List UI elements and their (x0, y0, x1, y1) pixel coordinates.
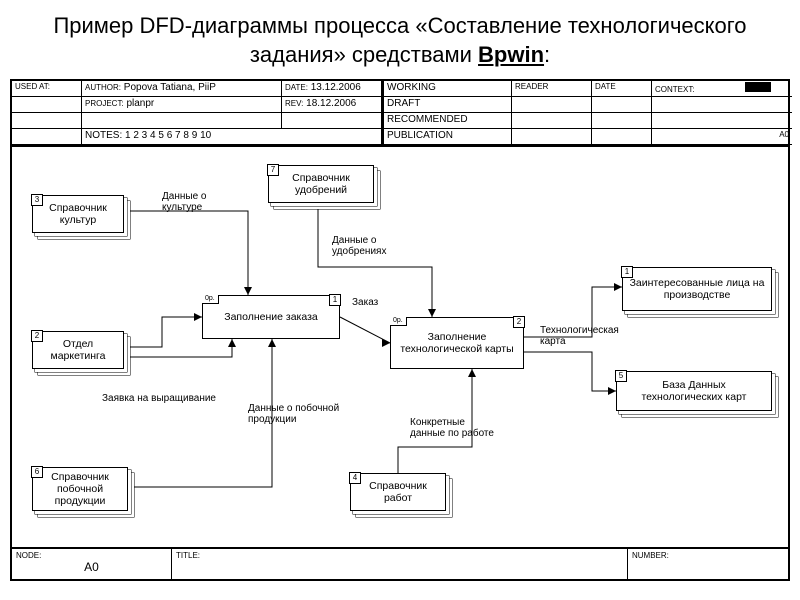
ftr-title: TITLE: (172, 549, 628, 579)
node-label: Заполнение заказа (224, 311, 318, 323)
node-label: Справочник работ (355, 480, 441, 504)
node-p1: 1 0р. Заполнение заказа (202, 295, 340, 339)
node-label: Справочник побочной продукции (37, 471, 123, 507)
flow-label-l_tech: Технологическаякарта (540, 325, 619, 347)
node-n4: 4Справочник работ (350, 473, 446, 511)
hdr-date: DATE: 13.12.2006 (282, 81, 382, 97)
ftr-number: NUMBER: (628, 549, 788, 579)
arrowhead-icon (428, 309, 436, 317)
hdr-empty (512, 97, 592, 113)
hdr-date2: DATE (592, 81, 652, 97)
arrowhead-icon (268, 339, 276, 347)
hdr-empty (512, 113, 592, 129)
node-number: 1 (329, 294, 341, 306)
dfd-canvas: 3Справочник культур2Отдел маркетинга6Спр… (12, 147, 788, 547)
diagram-header: USED AT: AUTHOR: Popova Tatiana, PiiP DA… (12, 81, 788, 147)
title-tool: Bpwin (478, 42, 544, 67)
node-number: 2 (31, 330, 43, 342)
node-n1: 1Заинтересованные лица на производстве (622, 267, 772, 311)
arrowhead-icon (228, 339, 236, 347)
node-label: Справочник удобрений (273, 172, 369, 196)
hdr-used-at: USED AT: (12, 81, 82, 97)
arrowhead-icon (382, 339, 390, 347)
hdr-empty (652, 97, 792, 113)
page-title: Пример DFD-диаграммы процесса «Составлен… (8, 12, 792, 69)
hdr-empty (592, 129, 652, 145)
hdr-context: CONTEXT: (652, 81, 792, 97)
context-box-icon (745, 82, 771, 92)
edge-3 (124, 339, 232, 357)
hdr-publication: PUBLICATION (382, 129, 512, 145)
node-number: 7 (267, 164, 279, 176)
arrowhead-icon (244, 287, 252, 295)
node-n3: 3Справочник культур (32, 195, 124, 233)
node-number: 5 (615, 370, 627, 382)
hdr-empty (12, 113, 82, 129)
node-p2: 2 0р. Заполнение технологической карты (390, 317, 524, 369)
arrowhead-icon (608, 387, 616, 395)
node-label: База Данных технологических карт (621, 379, 767, 403)
flow-label-l_req: Заявка на выращивание (102, 393, 216, 404)
node-number: 1 (621, 266, 633, 278)
node-n7: 7Справочник удобрений (268, 165, 374, 203)
bpwin-diagram-frame: USED AT: AUTHOR: Popova Tatiana, PiiP DA… (10, 79, 790, 581)
flow-label-l_side: Данные о побочнойпродукции (248, 403, 339, 425)
edge-5 (340, 317, 390, 343)
flow-label-l_order: Заказ (352, 297, 378, 308)
flow-label-l_fert: Данные оудобрениях (332, 235, 386, 257)
hdr-working: WORKING (382, 81, 512, 97)
hdr-empty (512, 129, 592, 145)
hdr-author: AUTHOR: Popova Tatiana, PiiP (82, 81, 282, 97)
node-number: 2 (513, 316, 525, 328)
node-label: Заполнение технологической карты (395, 331, 519, 355)
hdr-rev: REV: 18.12.2006 (282, 97, 382, 113)
arrowhead-icon (194, 313, 202, 321)
title-prefix: Пример DFD-диаграммы процесса «Составлен… (53, 13, 746, 67)
hdr-empty (82, 113, 282, 129)
edge-2 (124, 317, 202, 347)
edge-8 (524, 352, 616, 391)
hdr-empty (652, 113, 792, 129)
node-number: 3 (31, 194, 43, 206)
node-n5: 5База Данных технологических карт (616, 371, 772, 411)
hdr-empty (12, 129, 82, 145)
ftr-node: NODE: A0 (12, 549, 172, 579)
node-n6: 6Справочник побочной продукции (32, 467, 128, 511)
hdr-empty (592, 97, 652, 113)
node-n2: 2Отдел маркетинга (32, 331, 124, 369)
hdr-project: PROJECT: planpr (82, 97, 282, 113)
hdr-a0: A0 (652, 129, 792, 145)
hdr-draft: DRAFT (382, 97, 512, 113)
title-suffix: : (544, 42, 550, 67)
hdr-empty (12, 97, 82, 113)
edge-0 (124, 211, 248, 295)
hdr-notes: NOTES: 1 2 3 4 5 6 7 8 9 10 (82, 129, 382, 145)
hdr-recommended: RECOMMENDED (382, 113, 512, 129)
process-tag: 0р. (390, 317, 407, 326)
node-label: Отдел маркетинга (37, 338, 119, 362)
node-number: 4 (349, 472, 361, 484)
arrowhead-icon (468, 369, 476, 377)
node-number: 6 (31, 466, 43, 478)
process-tag: 0р. (202, 295, 219, 304)
arrowhead-icon (614, 283, 622, 291)
hdr-empty (282, 113, 382, 129)
hdr-reader: READER (512, 81, 592, 97)
flow-label-l_culture: Данные окультуре (162, 191, 206, 213)
node-label: Справочник культур (37, 202, 119, 226)
flow-label-l_work: Конкретныеданные по работе (410, 417, 494, 439)
node-label: Заинтересованные лица на производстве (627, 277, 767, 301)
diagram-footer: NODE: A0 TITLE: NUMBER: (12, 547, 788, 579)
hdr-empty (592, 113, 652, 129)
